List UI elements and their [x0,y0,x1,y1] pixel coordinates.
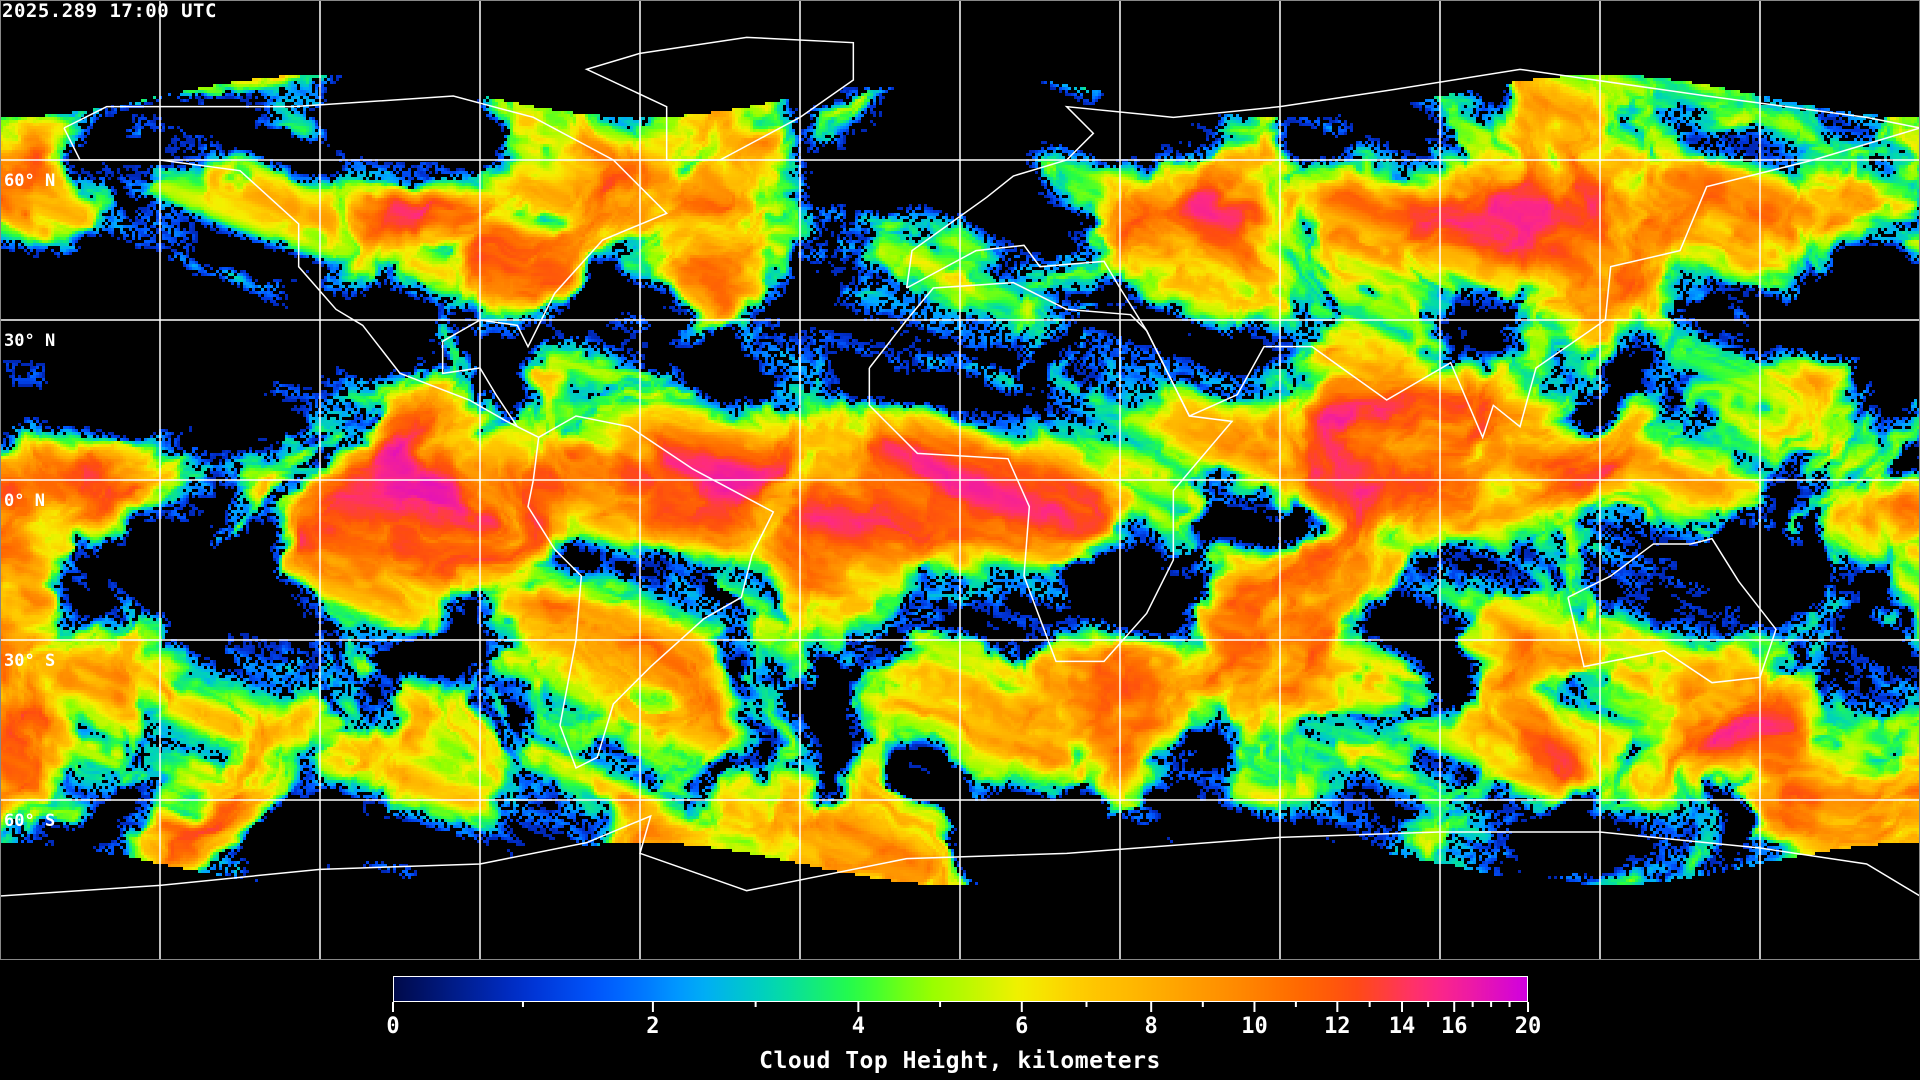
colorbar-title: Cloud Top Height, kilometers [759,1048,1161,1074]
tick-label: 14 [1388,1014,1416,1039]
coastline-north-america [63,95,668,439]
coastline-australia [1567,537,1777,684]
coastline-eurasia [905,68,1920,440]
tick-label: 10 [1241,1014,1268,1039]
tick-label: 20 [1514,1014,1542,1039]
tick-label: 8 [1144,1014,1158,1039]
map-overlay [0,0,1920,960]
timestamp: 2025.289 17:00 UTC [2,0,217,22]
lat-label-60n: 60° N [4,171,56,191]
coastline-africa [868,281,1234,663]
cloud-top-height-map: 2025.289 17:00 UTC 60° N 30° N 0° N 30° … [0,0,1920,960]
lat-label-0n: 0° N [4,491,45,511]
colorbar [393,976,1528,1002]
lat-label-30n: 30° N [4,331,56,351]
tick-label: 0 [386,1014,400,1039]
tick-label: 6 [1015,1014,1029,1039]
tick-label: 16 [1440,1014,1468,1039]
colorbar-ticks [392,1002,1529,1012]
coastline-antarctica [0,814,1920,897]
lat-label-60s: 60° S [4,811,56,831]
tick-label: 2 [646,1014,660,1039]
coastline-greenland [584,36,855,161]
coastline-south-america [527,415,775,770]
lat-label-30s: 30° S [4,651,56,671]
tick-label: 4 [851,1014,865,1039]
tick-label: 12 [1324,1014,1351,1039]
